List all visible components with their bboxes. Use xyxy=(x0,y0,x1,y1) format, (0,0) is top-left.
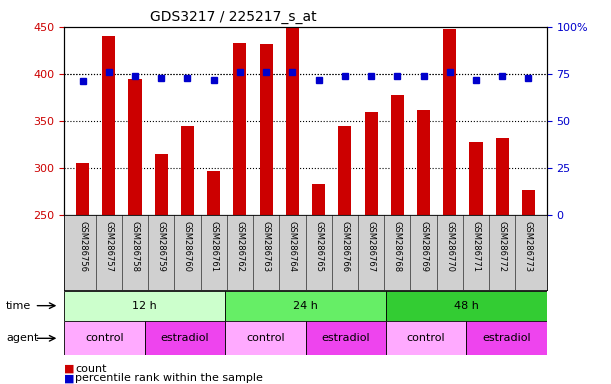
Bar xyxy=(207,171,220,215)
Text: control: control xyxy=(246,333,285,343)
Bar xyxy=(155,154,168,215)
Text: 48 h: 48 h xyxy=(454,301,479,311)
Text: GSM286761: GSM286761 xyxy=(209,221,218,272)
Text: 12 h: 12 h xyxy=(132,301,157,311)
Text: percentile rank within the sample: percentile rank within the sample xyxy=(75,373,263,383)
Text: GSM286772: GSM286772 xyxy=(498,221,507,272)
Text: GSM286764: GSM286764 xyxy=(288,221,297,272)
Text: GSM286757: GSM286757 xyxy=(104,221,113,272)
Bar xyxy=(469,142,483,215)
Bar xyxy=(386,321,466,355)
Text: GSM286767: GSM286767 xyxy=(367,221,376,272)
Bar xyxy=(128,79,142,215)
Text: GSM286771: GSM286771 xyxy=(472,221,480,272)
Bar xyxy=(181,126,194,215)
Text: time: time xyxy=(6,301,31,311)
Text: 24 h: 24 h xyxy=(293,301,318,311)
Bar xyxy=(102,36,115,215)
Text: GSM286769: GSM286769 xyxy=(419,221,428,272)
Text: GSM286756: GSM286756 xyxy=(78,221,87,272)
Text: estradiol: estradiol xyxy=(482,333,531,343)
Bar xyxy=(386,291,547,321)
Text: GSM286766: GSM286766 xyxy=(340,221,349,272)
Bar xyxy=(443,29,456,215)
Bar xyxy=(522,190,535,215)
Text: control: control xyxy=(407,333,445,343)
Bar xyxy=(312,184,325,215)
Bar xyxy=(76,163,89,215)
Text: control: control xyxy=(85,333,123,343)
Bar xyxy=(391,94,404,215)
Text: GDS3217 / 225217_s_at: GDS3217 / 225217_s_at xyxy=(150,10,316,23)
Text: estradiol: estradiol xyxy=(321,333,370,343)
Text: GSM286770: GSM286770 xyxy=(445,221,455,272)
Text: GSM286759: GSM286759 xyxy=(156,221,166,272)
Bar xyxy=(225,321,306,355)
Text: count: count xyxy=(75,364,107,374)
Text: estradiol: estradiol xyxy=(161,333,209,343)
Bar xyxy=(365,112,378,215)
Bar xyxy=(260,44,273,215)
Bar xyxy=(145,321,225,355)
Text: GSM286768: GSM286768 xyxy=(393,221,402,272)
Bar xyxy=(64,321,145,355)
Bar xyxy=(286,27,299,215)
Bar xyxy=(306,321,386,355)
Bar xyxy=(338,126,351,215)
Text: GSM286773: GSM286773 xyxy=(524,221,533,272)
Text: GSM286763: GSM286763 xyxy=(262,221,271,272)
Text: GSM286762: GSM286762 xyxy=(235,221,244,272)
Text: GSM286765: GSM286765 xyxy=(314,221,323,272)
Bar xyxy=(417,110,430,215)
Text: ■: ■ xyxy=(64,364,75,374)
Bar xyxy=(64,291,225,321)
Text: GSM286758: GSM286758 xyxy=(131,221,139,272)
Text: GSM286760: GSM286760 xyxy=(183,221,192,272)
Text: agent: agent xyxy=(6,333,38,343)
Text: ■: ■ xyxy=(64,373,75,383)
Bar xyxy=(233,43,246,215)
Bar xyxy=(466,321,547,355)
Bar xyxy=(225,291,386,321)
Bar xyxy=(496,138,509,215)
